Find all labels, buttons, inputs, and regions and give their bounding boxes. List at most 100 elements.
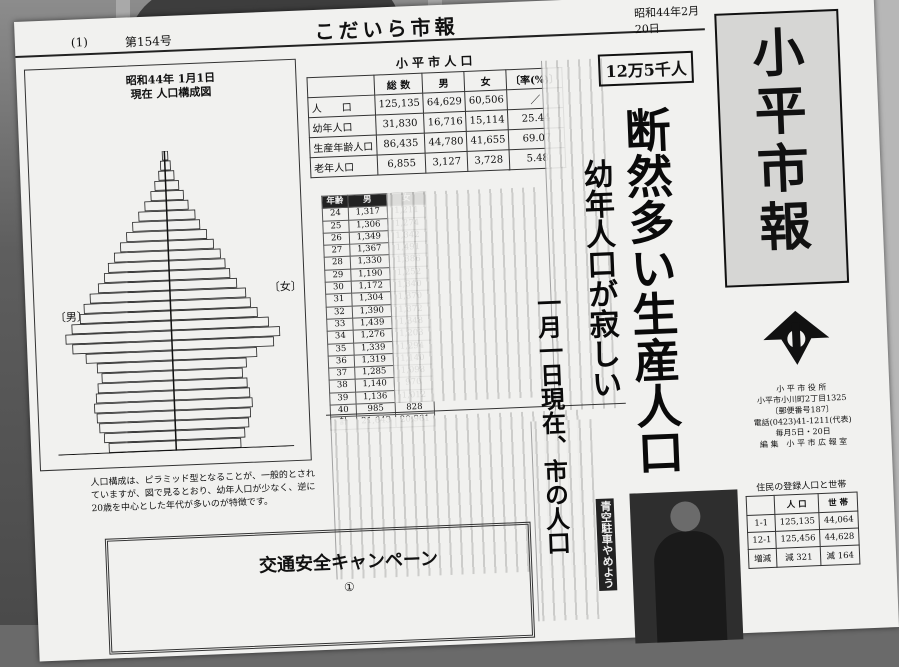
population-col-header: 総 数: [373, 73, 424, 96]
age-cell: 27: [323, 244, 351, 258]
pyramid-caption: 人口構成は、ピラミッド型となることが、一般的とされていますが、図で見るとおり、幼…: [90, 469, 316, 515]
registration-table: 住民の登録人口と世帯 人 口世 帯 1-1 125,135 44,064 12-1 12…: [745, 477, 860, 569]
age-cell: 36: [328, 354, 355, 369]
headline-main: 断然多い生産人口: [616, 105, 686, 476]
registration-cell: 12-1: [747, 531, 777, 550]
registration-cell: 減 321: [776, 546, 822, 568]
row-label: 人 口: [307, 95, 376, 118]
publisher-info: 小 平 市 役 所小平市小川町2丁目1325 〔郵便番号187〕 電話(0423)4…: [741, 380, 864, 451]
pyramid-bar-male: [138, 210, 168, 222]
age-cell: 24: [322, 207, 349, 221]
pyramid-bar-female: [172, 367, 243, 381]
pyramid-bar-female: [165, 199, 189, 211]
age-col-header: 年齢: [321, 195, 349, 209]
publication-date: 昭和44年2月20日: [633, 4, 700, 37]
population-cell: 16,716: [423, 111, 467, 134]
pyramid-bar-female: [165, 189, 184, 201]
photo-person: [629, 489, 744, 644]
pyramid-bar-female: [164, 170, 175, 181]
registration-col-header: 人 口: [774, 493, 820, 515]
age-cell: 34: [327, 330, 354, 344]
population-col-header: 女: [464, 69, 507, 92]
campaign-number: ①: [343, 579, 355, 595]
pyramid-bar-male: [120, 240, 169, 253]
registration-cell: 44,628: [819, 528, 860, 547]
city-emblem-icon: [763, 310, 830, 365]
registration-cell: 125,135: [774, 512, 820, 532]
headline-tag: 12万5千人: [597, 50, 695, 87]
registration-cell: 44,064: [819, 511, 859, 530]
row-label: 幼年人口: [308, 115, 377, 138]
age-cell: 38: [329, 379, 356, 393]
newspaper-page: (1) 第154号 こだいら市報 昭和44年2月20日 昭和44年 1月1日現在…: [14, 0, 899, 662]
registration-col-header: 世 帯: [818, 492, 858, 513]
article-text-column: [386, 187, 546, 404]
age-cell: 39: [329, 391, 357, 406]
population-cell: 86,435: [376, 133, 426, 156]
pyramid-bar-female: [167, 229, 208, 241]
age-cell: 35: [327, 342, 355, 357]
campaign-title: 交通安全キャンペーン: [258, 548, 439, 577]
population-cell: 64,629: [423, 91, 466, 114]
age-cell: 28: [324, 256, 351, 271]
pyramid-bar-female: [167, 248, 221, 261]
population-cell: 125,135: [374, 93, 424, 116]
age-cell: 31: [325, 293, 353, 307]
age-cell: 26: [323, 232, 350, 246]
issue-number: 第154号: [124, 33, 173, 50]
paper-name: こだいら市報: [314, 14, 460, 44]
population-cell: 60,506: [465, 89, 508, 112]
age-cell: 32: [326, 305, 353, 320]
population-col-header: 男: [422, 71, 466, 94]
pyramid-bar-female: [165, 180, 180, 191]
pyramid-bar-female: [168, 268, 231, 281]
population-table: 小 平 市 人 口 総 数男女〔率(%)〕 人 口 125,135 64,629 60…: [306, 48, 567, 178]
registration-cell: 増減: [748, 548, 778, 569]
photo-body: [653, 529, 728, 643]
pyramid-bar-male: [132, 220, 168, 232]
pyramid-bar-male: [107, 260, 170, 273]
pyramid-bar-female: [168, 258, 226, 271]
pyramid-bar-female: [166, 209, 196, 221]
population-col-header: [306, 75, 375, 98]
population-cell: 3,127: [425, 151, 469, 174]
pyramid-baseline: [58, 445, 295, 456]
pyramid-bar-female: [167, 238, 215, 251]
population-cell: 31,830: [375, 113, 425, 136]
row-label: 生産年齢人口: [309, 135, 378, 158]
age-cell: 30: [325, 281, 352, 295]
pyramid-bar-male: [113, 250, 170, 263]
population-cell: 6,855: [377, 153, 427, 176]
registration-cell: 1-1: [746, 514, 776, 533]
registration-cell: 減 164: [820, 545, 860, 566]
pyramid-center-axis: [163, 151, 178, 451]
pyramid-title: 昭和44年 1月1日現在 人口構成図: [125, 70, 216, 102]
traffic-campaign-box: 交通安全キャンペーン ①: [104, 521, 536, 655]
age-cell: 37: [328, 367, 356, 381]
pyramid-bar-male: [126, 230, 169, 243]
photo-caption: 青空駐車やめよう: [595, 498, 618, 591]
pyramid-bar-female: [166, 219, 201, 231]
pyramid-bar-male: [144, 200, 168, 212]
pyramid-graphic: [58, 150, 295, 456]
population-pyramid: 昭和44年 1月1日現在 人口構成図 〔男〕 〔女〕: [23, 58, 312, 472]
headline-sub: 幼年人口が寂しい: [576, 158, 622, 400]
population-cell: 41,655: [466, 129, 510, 152]
age-cell: 29: [324, 268, 352, 283]
age-cell: 33: [326, 318, 354, 332]
photo-head: [669, 500, 701, 533]
pyramid-bar-male: [103, 270, 170, 283]
pyramid-bar-female: [175, 427, 246, 441]
pyramid-bar-male: [154, 180, 167, 191]
pyramid-bar-male: [150, 190, 167, 202]
population-cell: 3,728: [467, 149, 511, 172]
age-cell: 25: [322, 219, 350, 234]
masthead: 小平市報: [714, 8, 850, 288]
population-cell: 44,780: [424, 131, 468, 154]
masthead-title: 小平市報: [741, 24, 813, 259]
population-cell: 15,114: [465, 109, 509, 132]
registration-col-header: [746, 495, 775, 516]
page-number: (1): [70, 35, 89, 50]
registration-cell: 125,456: [775, 529, 821, 549]
pyramid-bar-female: [169, 277, 238, 291]
